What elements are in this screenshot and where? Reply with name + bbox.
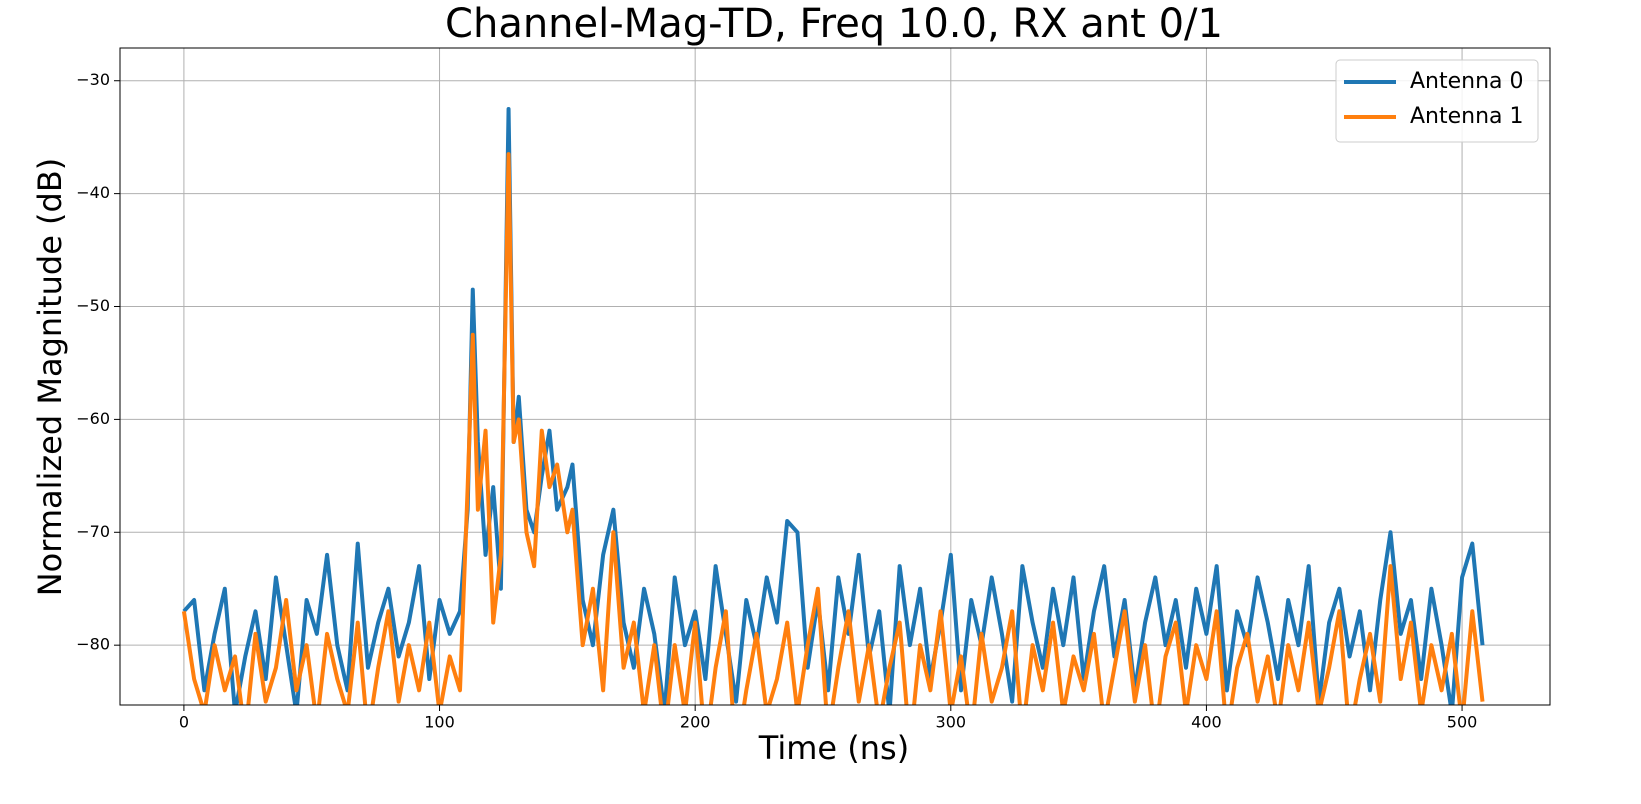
y-tick-label: −70	[76, 522, 110, 541]
legend-label: Antenna 1	[1410, 104, 1524, 129]
x-tick-label: 500	[1447, 713, 1478, 732]
x-tick-label: 300	[936, 713, 967, 732]
y-tick-label: −50	[76, 296, 110, 315]
legend: Antenna 0 Antenna 1	[1335, 59, 1539, 143]
y-tick-label: −60	[76, 409, 110, 428]
plot-frame	[119, 47, 1551, 706]
series-line	[181, 152, 1485, 705]
plot-lines	[181, 106, 1485, 705]
x-tick-label: 400	[1191, 713, 1222, 732]
x-tick-label: 200	[680, 713, 711, 732]
x-tick-label: 0	[179, 713, 189, 732]
x-axis-label: Time (ns)	[758, 729, 909, 767]
chart-title: Channel-Mag-TD, Freq 10.0, RX ant 0/1	[445, 1, 1223, 47]
y-tick-label: −40	[76, 183, 110, 202]
series-line	[182, 106, 1485, 705]
y-tick-label: −80	[76, 635, 110, 654]
ticks: 0 100 200 300 400 500 −80 −70 −60 −50 −40 −30	[76, 70, 1477, 731]
y-tick-label: −30	[76, 70, 110, 89]
y-axis-label: Normalized Magnitude (dB)	[31, 158, 69, 597]
x-tick-label: 100	[424, 713, 455, 732]
legend-label: Antenna 0	[1410, 69, 1524, 94]
